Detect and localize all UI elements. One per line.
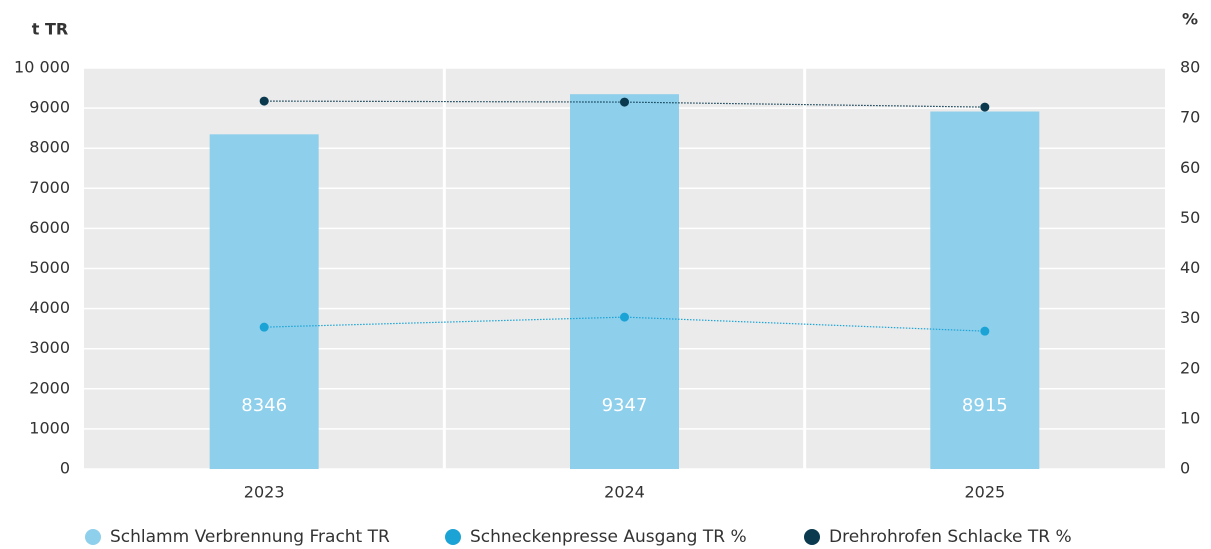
y-tick-label: 10 000 bbox=[14, 58, 70, 77]
y-tick-label: 5000 bbox=[29, 258, 70, 277]
y2-tick-label: 30 bbox=[1180, 308, 1200, 327]
data-label: 9347 bbox=[602, 395, 648, 416]
legend-label: Drehrohrofen Schlacke TR % bbox=[829, 527, 1072, 547]
x-tick-label: 2023 bbox=[244, 483, 285, 502]
x-tick-label: 2025 bbox=[964, 483, 1005, 502]
legend-swatch bbox=[445, 529, 461, 545]
y-tick-label: 8000 bbox=[29, 138, 70, 157]
line-marker bbox=[259, 322, 269, 332]
line-marker bbox=[980, 102, 990, 112]
line-marker bbox=[980, 326, 990, 336]
y2-tick-label: 50 bbox=[1180, 208, 1200, 227]
y-tick-label: 3000 bbox=[29, 338, 70, 357]
bar bbox=[209, 134, 319, 470]
y-tick-label: 1000 bbox=[29, 418, 70, 437]
y-tick-label: 9000 bbox=[29, 98, 70, 117]
bar bbox=[930, 111, 1040, 470]
y2-tick-label: 40 bbox=[1180, 258, 1200, 277]
y2-tick-label: 60 bbox=[1180, 158, 1200, 177]
y2-tick-label: 0 bbox=[1180, 459, 1190, 478]
legend-label: Schneckenpresse Ausgang TR % bbox=[470, 527, 747, 547]
legend-swatch bbox=[85, 529, 101, 545]
legend-swatch bbox=[804, 529, 820, 545]
y-tick-label: 7000 bbox=[29, 178, 70, 197]
line-marker bbox=[620, 97, 629, 107]
x-tick-label: 2024 bbox=[604, 483, 645, 502]
y-tick-label: 6000 bbox=[29, 218, 70, 237]
y2-axis-title: % bbox=[1182, 10, 1198, 29]
data-label: 8915 bbox=[962, 395, 1008, 416]
y-tick-label: 0 bbox=[60, 459, 70, 478]
legend-label: Schlamm Verbrennung Fracht TR bbox=[110, 527, 390, 547]
line-marker bbox=[259, 96, 269, 106]
y-axis-title: t TR bbox=[32, 20, 68, 39]
y2-tick-label: 80 bbox=[1180, 58, 1200, 77]
y2-tick-label: 10 bbox=[1180, 408, 1200, 427]
line-marker bbox=[620, 312, 629, 322]
y-tick-label: 2000 bbox=[29, 378, 70, 397]
y2-tick-label: 20 bbox=[1180, 358, 1200, 377]
data-label: 8346 bbox=[241, 395, 287, 416]
y2-tick-label: 70 bbox=[1180, 108, 1200, 127]
bar bbox=[570, 94, 679, 469]
y-tick-label: 4000 bbox=[29, 298, 70, 317]
